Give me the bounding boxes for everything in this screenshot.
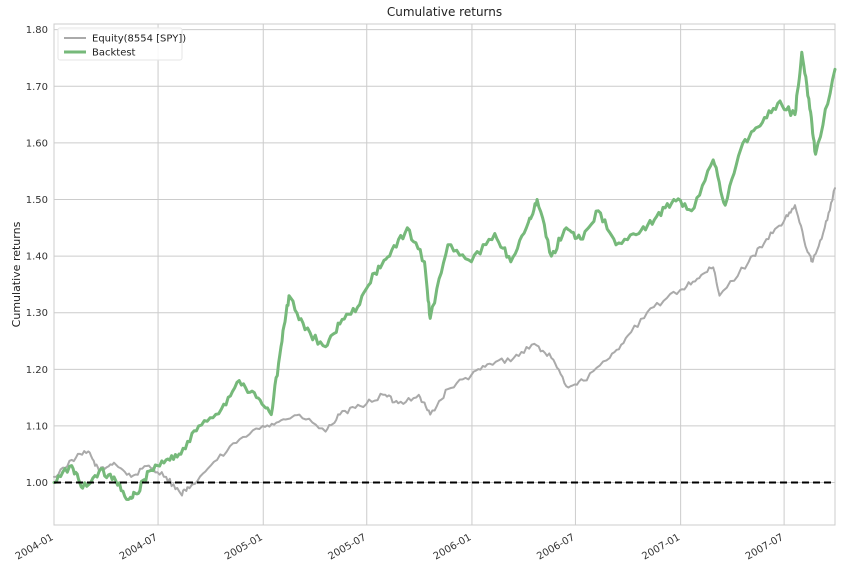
y-tick-label: 1.80 xyxy=(26,25,48,36)
legend-entry-backtest: Backtest xyxy=(92,48,136,59)
legend: Equity(8554 [SPY]) Backtest xyxy=(57,27,186,61)
y-tick-label: 1.40 xyxy=(26,252,48,263)
series-line-backtest xyxy=(52,50,837,501)
legend-entry-equity: Equity(8554 [SPY]) xyxy=(92,34,186,45)
y-tick-label: 1.70 xyxy=(26,82,48,93)
y-tick-label: 1.20 xyxy=(26,365,48,376)
y-tick-label: 1.60 xyxy=(26,138,48,149)
chart-title: Cumulative returns xyxy=(387,5,502,19)
series-line-equity xyxy=(53,187,836,497)
y-tick-label: 1.30 xyxy=(26,308,48,319)
y-axis-label: Cumulative returns xyxy=(10,221,23,327)
y-tick-label: 1.10 xyxy=(26,421,48,432)
plot-area xyxy=(53,23,836,526)
y-tick-label: 1.50 xyxy=(26,195,48,206)
series-lines xyxy=(52,50,837,501)
y-tick-label: 1.00 xyxy=(26,478,48,489)
legend-frame xyxy=(57,27,183,61)
